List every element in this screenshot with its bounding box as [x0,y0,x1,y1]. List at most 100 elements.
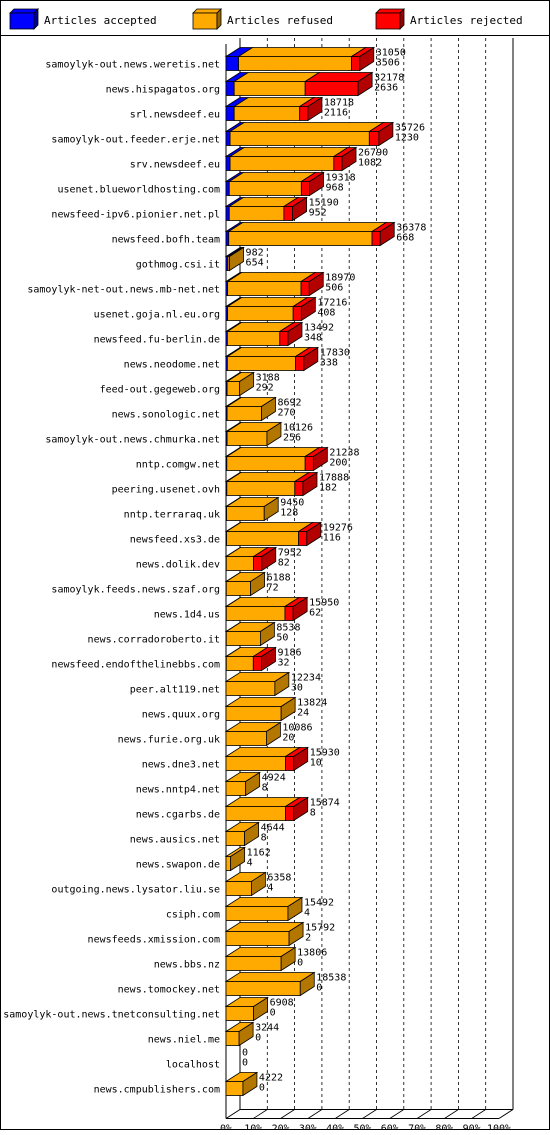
value-second: 952 [309,208,327,219]
value-second: 8 [261,833,267,844]
bar-refused [226,657,253,671]
x-tick-label: 0% [220,1124,232,1131]
value-second: 32 [277,658,289,669]
table-row [226,98,322,121]
server-label: news.cmpublishers.com [94,1085,220,1096]
value-second: 3506 [376,58,400,69]
bar-refused [226,882,251,896]
bar-refused [229,207,284,221]
table-row [226,548,276,571]
table-row [226,748,308,771]
bar-refused-top [228,273,315,282]
value-second: 0 [242,1058,248,1069]
x-tick-label: 60% [381,1124,399,1131]
value-second: 270 [277,408,295,419]
value-second: 506 [325,283,343,294]
server-label: news.1d4.us [154,610,220,621]
server-label: news.corradoroberto.it [88,635,220,646]
server-label: newsfeed.bofh.team [112,235,220,246]
server-label: newsfeeds.xmission.com [88,935,220,946]
server-label: peer.alt119.net [130,685,220,696]
value-second: 4 [247,858,253,869]
x-tick-label: 100% [487,1124,511,1131]
server-label: news.niel.me [148,1035,220,1046]
bar-refused [226,1007,254,1021]
server-label: srv.newsdeef.eu [130,160,220,171]
bar-refused [226,607,285,621]
bar-accepted [226,232,229,246]
table-row [226,423,281,446]
server-label: news.swapon.de [136,860,220,871]
bar-accepted [226,207,229,221]
table-row [226,873,265,896]
server-label: newsfeed.xs3.de [130,535,220,546]
bar-refused [227,432,267,446]
bar-rejected [300,107,308,121]
table-row [226,248,244,271]
table-row [226,698,295,721]
table-row [226,573,265,596]
legend-item-2 [193,9,221,29]
bar-accepted [226,132,230,146]
value-second: 292 [256,383,274,394]
value-second: 338 [320,358,338,369]
floor-tick [472,1110,486,1119]
table-row [226,148,356,171]
bar-rejected [369,132,379,146]
bar-rejected [286,807,294,821]
bar-refused [228,307,294,321]
value-second: 8 [262,783,268,794]
server-label: news.nntp4.net [136,785,220,796]
x-tick-label: 70% [408,1124,426,1131]
value-second: 50 [276,633,288,644]
server-label: news.bbs.nz [154,960,220,971]
table-row [226,223,394,246]
table-row [226,598,307,621]
floor-tick [390,1110,404,1119]
bar-refused-top [239,48,366,57]
table-row [226,948,295,971]
bar-refused-top [227,523,313,532]
legend-item-3 [376,9,404,29]
legend-label: Articles accepted [44,14,157,27]
table-row [226,648,275,671]
bar-refused [226,1082,243,1096]
bar-refused [226,632,260,646]
table-row [226,323,302,346]
bar-refused-top [226,973,314,982]
table-row [226,523,321,546]
x-axis-right-edge [499,1110,513,1119]
bar-refused [227,332,279,346]
server-label: news.cgarbs.de [136,810,220,821]
table-row [226,673,289,696]
bar-refused [227,482,295,496]
table-row [226,998,268,1021]
bar-refused [230,132,369,146]
legend-item-1 [10,9,38,29]
value-second: 128 [280,508,298,519]
server-label: peering.usenet.ovh [112,485,220,496]
bar-refused [227,532,299,546]
bar-refused [226,757,286,771]
server-label: samoylyk-out.news.tnetconsulting.net [3,1010,220,1021]
legend-swatch-side [400,9,404,29]
table-row [226,273,323,296]
value-second: 82 [278,558,290,569]
bar-refused [228,282,301,296]
server-label: samoylyk-out.news.weretis.net [45,60,220,71]
table-row [226,73,372,96]
value-second: 0 [270,1008,276,1019]
value-second: 182 [319,483,337,494]
value-second: 2636 [374,83,398,94]
value-second: 4 [304,908,310,919]
bar-refused [226,782,246,796]
value-second: 1230 [395,133,419,144]
server-label: outgoing.news.lysator.liu.se [51,885,220,896]
bar-refused [229,232,372,246]
x-tick-label: 50% [353,1124,371,1131]
bar-accepted [226,157,230,171]
value-second: 30 [291,683,303,694]
server-label: news.sonologic.net [112,410,220,421]
server-label: newsfeed.endofthelinebbs.com [51,660,220,671]
